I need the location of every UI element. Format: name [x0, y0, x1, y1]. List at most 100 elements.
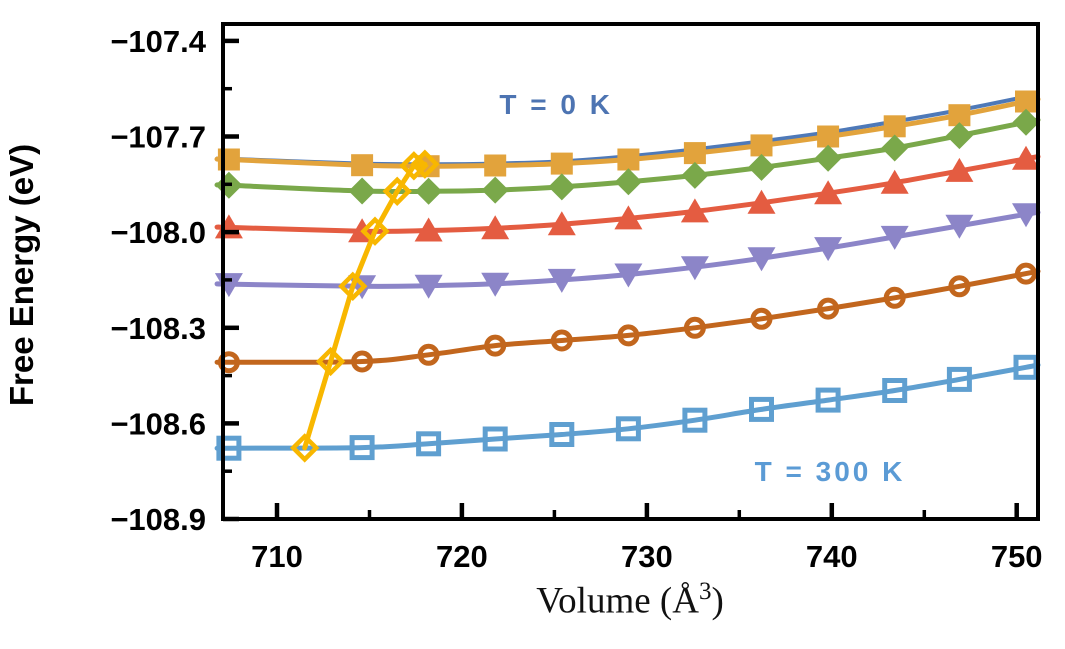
circle-open-marker [948, 275, 971, 298]
diamond-open-marker [399, 151, 429, 181]
x-tick-label: 710 [251, 539, 303, 574]
square-filled-marker [484, 154, 507, 177]
series-t-50-k [214, 90, 1041, 178]
square-open-marker [749, 396, 774, 422]
triangle-up-filled-marker [414, 217, 443, 242]
triangle-down-filled-marker [547, 268, 576, 293]
square-open-marker [882, 378, 908, 403]
plot-frame [221, 22, 1040, 521]
circle-open-marker [417, 343, 440, 366]
y-tick-label: −108.3 [110, 311, 206, 346]
y-tick-label: −108.0 [110, 215, 206, 250]
triangle-down-filled-marker [680, 256, 709, 281]
diamond-filled-marker [348, 177, 376, 205]
series-t-100-k [214, 108, 1041, 205]
series-line [214, 268, 1041, 365]
diamond-filled-marker [681, 161, 709, 189]
axes: 710 720 730 740 750 −107.4 −107.7 −108.0 −108.3 −… [110, 22, 1043, 574]
circle-open-marker [750, 307, 773, 330]
y-tick-label: −108.9 [110, 502, 206, 537]
y-tick-label: −107.7 [110, 120, 206, 155]
triangle-down-filled-marker [481, 272, 510, 297]
diamond-filled-marker [881, 134, 909, 162]
square-filled-marker [617, 148, 640, 171]
circle-open-marker [817, 297, 840, 320]
locus-line [302, 161, 428, 451]
x-axis-label-text: Volume (Å [536, 580, 699, 622]
triangle-up-filled-marker [945, 157, 974, 182]
triangle-up-filled-marker [614, 205, 643, 230]
series-t-250-k [214, 262, 1041, 374]
square-open-marker [615, 416, 641, 442]
diamond-filled-marker [814, 144, 842, 172]
diamond-open-marker [290, 433, 320, 463]
triangle-down-filled-marker [414, 274, 443, 299]
x-tick-label: 740 [806, 539, 858, 574]
annotation-t-300k: T = 300 K [754, 455, 906, 487]
series-group [214, 90, 1041, 461]
triangle-up-filled-marker [481, 215, 510, 240]
triangle-up-filled-marker [814, 180, 843, 205]
circle-open-marker [1015, 262, 1037, 285]
square-filled-marker [550, 152, 573, 175]
triangle-down-filled-marker [747, 247, 776, 272]
triangle-up-filled-marker [880, 169, 909, 194]
diamond-filled-marker [748, 153, 775, 181]
equilibrium-volume-locus [290, 149, 440, 463]
circle-open-marker [683, 316, 706, 339]
y-tick-label: −108.6 [110, 406, 206, 441]
y-tick-label: −107.4 [110, 24, 206, 59]
diamond-filled-marker [481, 176, 509, 204]
triangle-up-filled-marker [680, 198, 709, 223]
triangle-down-filled-marker [614, 263, 643, 288]
x-axis-label-superscript: 3 [698, 578, 712, 605]
triangle-down-filled-marker [1012, 203, 1040, 228]
circle-open-marker [217, 351, 240, 374]
circle-open-marker [351, 350, 374, 373]
diamond-open-marker [410, 149, 440, 179]
series-line [214, 362, 1041, 451]
series-t-300-k [214, 354, 1041, 461]
diamond-filled-marker [1012, 108, 1040, 136]
square-filled-marker [683, 142, 706, 165]
square-filled-marker [1015, 90, 1037, 113]
diamond-open-marker [338, 271, 368, 301]
x-tick-label: 720 [436, 539, 488, 574]
square-open-marker [482, 426, 508, 452]
x-axis-label: Volume (Å3) [420, 578, 840, 622]
x-tick-label: 750 [991, 539, 1043, 574]
circle-open-marker [617, 324, 640, 347]
diamond-open-marker [360, 216, 390, 246]
square-filled-marker [883, 115, 906, 138]
square-open-marker [416, 431, 442, 457]
triangle-down-filled-marker [814, 237, 843, 262]
triangle-down-filled-marker [945, 214, 974, 239]
diamond-filled-marker [614, 168, 642, 196]
square-filled-marker [351, 154, 374, 177]
diamond-open-marker [382, 176, 412, 206]
square-open-marker [946, 366, 972, 392]
x-axis-label-close: ) [711, 580, 724, 622]
square-open-marker [216, 435, 242, 461]
square-open-marker [549, 422, 575, 447]
diamond-filled-marker [945, 122, 973, 150]
x-tick-label: 730 [621, 539, 673, 574]
triangle-up-filled-marker [547, 211, 576, 236]
y-axis-label: Free Energy (eV) [3, 143, 40, 407]
square-open-marker [349, 435, 375, 461]
circle-open-marker [883, 286, 906, 309]
diamond-open-marker [315, 346, 346, 377]
square-open-marker [682, 407, 708, 433]
circle-open-marker [550, 329, 573, 352]
triangle-down-filled-marker [880, 225, 909, 250]
triangle-up-filled-marker [747, 189, 776, 214]
annotation-t-0k: T = 0 K [499, 89, 613, 120]
circle-open-marker [484, 334, 507, 357]
diamond-filled-marker [548, 173, 576, 201]
square-filled-marker [948, 104, 971, 127]
square-filled-marker [750, 134, 773, 157]
diamond-filled-marker [415, 177, 443, 205]
square-open-marker [815, 387, 841, 413]
